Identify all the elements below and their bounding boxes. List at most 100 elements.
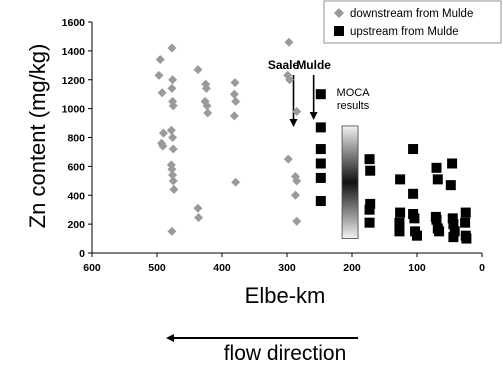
x-tick-label: 600	[83, 262, 101, 274]
data-point-downstream	[167, 164, 177, 174]
data-point-upstream	[315, 122, 326, 133]
data-point-downstream	[168, 144, 178, 154]
data-point-downstream	[168, 101, 178, 111]
data-point-upstream	[431, 162, 442, 173]
data-point-upstream	[315, 158, 326, 169]
mulde-label: Mulde	[296, 58, 331, 72]
data-point-upstream	[434, 226, 445, 237]
legend: downstream from Mulde upstream from Muld…	[323, 0, 502, 44]
data-point-downstream	[168, 176, 178, 186]
x-tick-label: 500	[148, 262, 166, 274]
data-point-downstream	[231, 96, 241, 106]
x-tick-label: 100	[408, 262, 426, 274]
data-point-downstream	[167, 43, 177, 53]
moca-gradient-bar	[341, 125, 359, 239]
data-point-downstream	[159, 128, 168, 138]
saale-label: Saale	[268, 58, 300, 72]
data-point-downstream	[283, 154, 293, 164]
data-point-downstream	[292, 107, 302, 117]
data-point-downstream	[167, 83, 177, 93]
data-point-upstream	[447, 158, 458, 169]
data-point-upstream	[395, 207, 406, 218]
data-point-downstream	[169, 184, 179, 194]
y-axis-title: Zn content (mg/kg)	[25, 44, 50, 229]
data-point-upstream	[395, 174, 406, 185]
data-point-upstream	[431, 214, 442, 225]
data-point-upstream	[364, 217, 375, 228]
data-point-downstream	[202, 101, 212, 111]
data-point-upstream	[460, 217, 471, 228]
axes	[91, 22, 482, 254]
data-point-downstream	[155, 55, 165, 65]
data-point-upstream	[315, 196, 326, 207]
data-point-downstream	[157, 88, 167, 98]
data-point-upstream	[365, 165, 376, 176]
data-point-downstream	[201, 83, 211, 93]
y-tick-label: 1600	[62, 17, 86, 29]
data-point-downstream	[230, 78, 240, 88]
data-point-upstream	[449, 226, 460, 237]
data-point-upstream	[412, 230, 422, 241]
data-point-downstream	[168, 75, 178, 85]
data-point-upstream	[448, 219, 459, 230]
data-point-downstream	[290, 190, 300, 200]
flow-direction-label: flow direction	[224, 342, 347, 365]
data-point-downstream	[168, 170, 178, 180]
data-point-upstream	[448, 232, 459, 243]
y-tick-label: 600	[67, 161, 85, 173]
y-tick-label: 200	[67, 219, 85, 231]
moca-label-line2: results	[337, 100, 370, 112]
data-point-upstream	[408, 188, 419, 199]
y-tick-label: 400	[67, 190, 85, 202]
data-point-upstream	[432, 174, 443, 185]
data-point-upstream	[409, 213, 420, 224]
y-tick-label: 0	[79, 248, 85, 260]
data-point-downstream	[229, 111, 239, 121]
data-points	[154, 37, 472, 244]
x-axis-ticks: 600 500 400 300 200 100 0	[83, 253, 485, 274]
data-point-upstream	[445, 180, 456, 191]
x-tick-label: 0	[479, 262, 485, 274]
y-tick-label: 800	[67, 133, 85, 145]
data-point-downstream	[285, 75, 295, 85]
data-point-upstream	[460, 207, 471, 218]
data-point-downstream	[231, 177, 241, 187]
data-point-downstream	[166, 125, 176, 135]
data-point-downstream	[292, 216, 302, 226]
data-point-downstream	[203, 108, 213, 118]
data-point-upstream	[364, 204, 375, 215]
legend-marker-downstream	[334, 8, 344, 18]
legend-label-downstream: downstream from Mulde	[350, 8, 473, 20]
legend-marker-upstream	[334, 26, 344, 36]
data-point-upstream	[394, 226, 405, 237]
moca-label-line1: MOCA	[337, 87, 371, 99]
y-tick-label: 1200	[62, 75, 86, 87]
data-point-downstream	[229, 89, 239, 99]
data-point-upstream	[394, 217, 405, 228]
legend-label-upstream: upstream from Mulde	[350, 26, 459, 38]
data-point-downstream	[158, 141, 168, 151]
data-point-downstream	[168, 133, 178, 142]
data-point-downstream	[194, 213, 204, 223]
data-point-downstream	[284, 37, 294, 47]
data-point-upstream	[365, 198, 376, 209]
x-tick-label: 400	[213, 262, 231, 274]
data-point-downstream	[167, 226, 177, 236]
data-point-downstream	[193, 65, 203, 75]
data-point-upstream	[408, 144, 419, 155]
legend-box	[323, 0, 502, 44]
data-point-downstream	[292, 176, 302, 186]
data-point-upstream	[315, 172, 326, 183]
data-point-downstream	[193, 203, 203, 213]
data-point-upstream	[461, 233, 472, 244]
x-axis-title: Elbe-km	[245, 283, 326, 308]
y-tick-label: 1400	[62, 46, 86, 58]
data-point-downstream	[154, 70, 164, 80]
data-point-upstream	[315, 89, 326, 100]
x-tick-label: 200	[343, 262, 361, 274]
data-point-upstream	[315, 144, 326, 155]
data-point-upstream	[447, 213, 458, 224]
